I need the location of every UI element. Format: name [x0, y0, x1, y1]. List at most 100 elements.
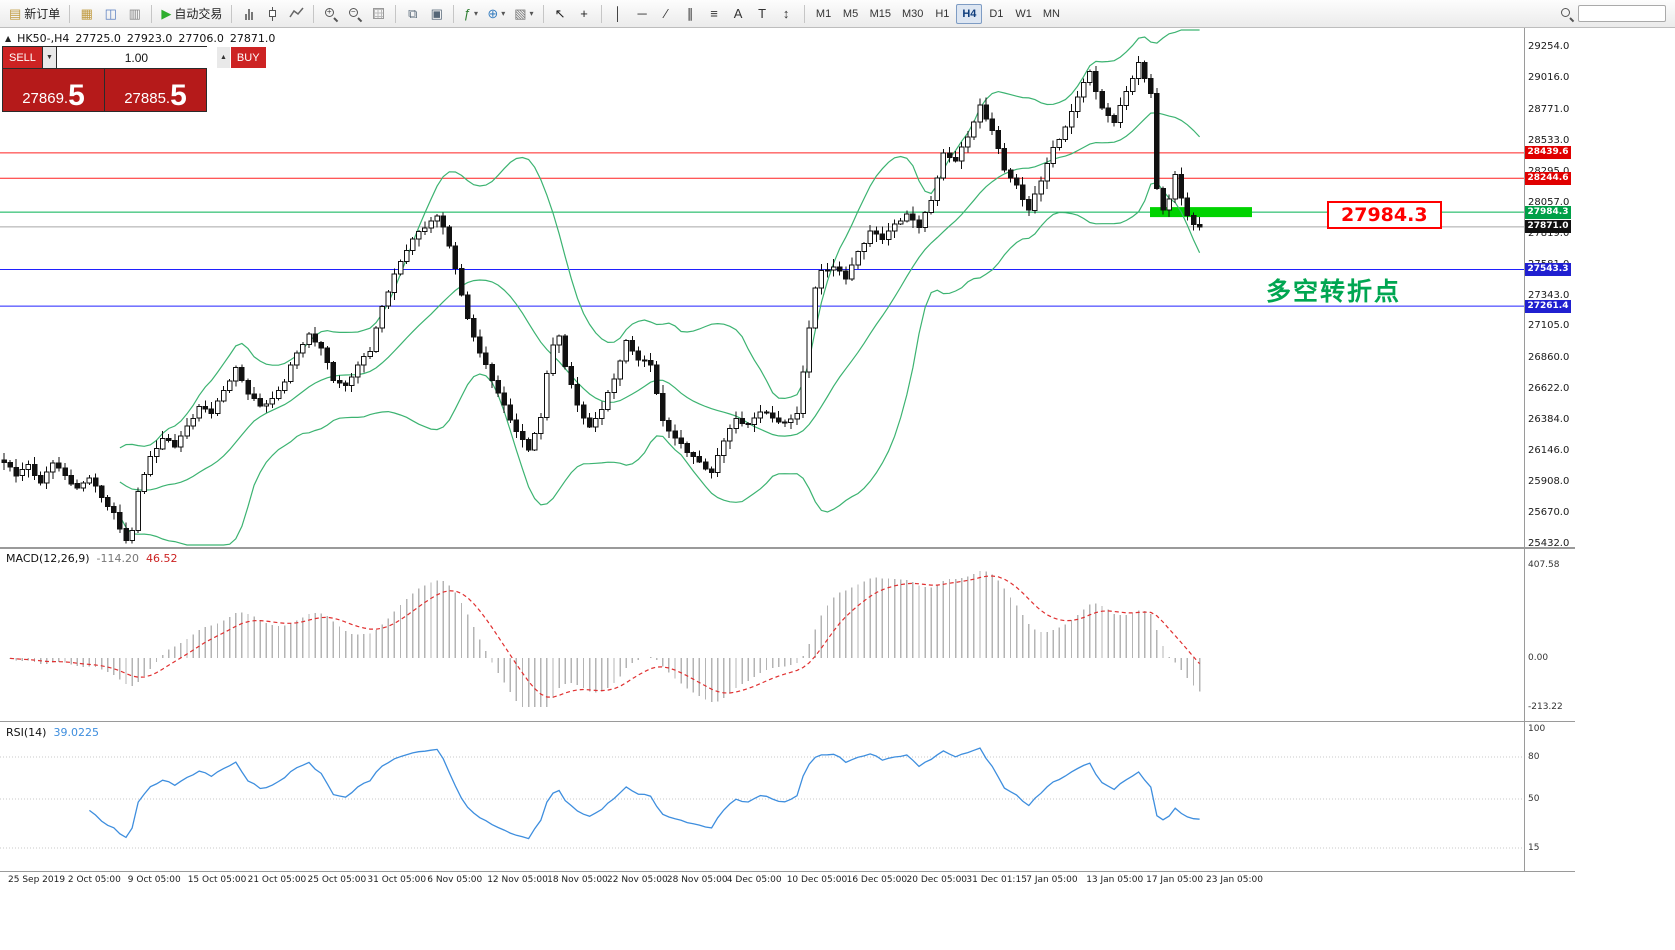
templates-button[interactable]: ▧ ▾ [510, 3, 537, 25]
zoom-out-button[interactable]: − [343, 3, 366, 25]
candle [458, 268, 465, 296]
timeframe-d1-button[interactable]: D1 [983, 4, 1009, 24]
navigator-button[interactable]: ▥ [123, 3, 146, 25]
chart-high-value: 27923.0 [126, 32, 173, 45]
panel-splitter[interactable] [0, 721, 1575, 722]
objects-button[interactable]: ⊕ ▾ [483, 3, 509, 25]
candle [836, 266, 843, 272]
time-axis-label: 31 Dec 01:15 [966, 875, 1027, 885]
grid-button[interactable] [367, 3, 390, 25]
fibonacci-button[interactable]: ≡ [703, 3, 726, 25]
chart-low-value: 27706.0 [178, 32, 224, 45]
candle [208, 408, 215, 415]
price-callout-object[interactable]: 27984.3 [1327, 201, 1442, 229]
timeframe-m30-button[interactable]: M30 [897, 4, 928, 24]
sell-button[interactable]: SELL [3, 47, 42, 68]
market-watch-button[interactable]: ▦ [75, 3, 98, 25]
price-axis-tick: 29016.0 [1528, 71, 1570, 83]
tile-windows-button[interactable]: ⧉ [401, 3, 424, 25]
candle [873, 230, 880, 235]
candle [891, 223, 898, 232]
chart-close-value: 27871.0 [229, 32, 276, 45]
candle [495, 379, 501, 394]
candle [592, 417, 599, 428]
candle [965, 136, 971, 148]
candle [580, 404, 587, 419]
candle [635, 350, 642, 361]
time-axis-label: 23 Jan 05:00 [1206, 875, 1263, 885]
new-order-button[interactable]: ▤ 新订单 [5, 3, 64, 25]
auto-trading-button[interactable]: ▶ 自动交易 [157, 3, 226, 25]
horizontal-line-button[interactable]: ─ [631, 3, 654, 25]
vertical-line-button[interactable]: │ [607, 3, 630, 25]
candle [1093, 70, 1099, 92]
timeframe-w1-button[interactable]: W1 [1010, 4, 1037, 24]
price-axis-tick: 25432.0 [1528, 538, 1570, 549]
buy-price-button[interactable]: 27885. 5 [105, 69, 206, 111]
candle [294, 352, 300, 366]
candle [769, 412, 776, 419]
panel-splitter[interactable] [0, 871, 1575, 872]
rsi-axis-tick: 50 [1528, 794, 1540, 804]
macd-axis-tick: 0.00 [1528, 653, 1549, 664]
volume-down-button[interactable]: ▼ [42, 47, 56, 68]
timeframe-m1-button[interactable]: M1 [811, 4, 837, 24]
label-button[interactable]: T [751, 3, 774, 25]
candle [117, 512, 123, 530]
timeframe-h1-button[interactable]: H1 [929, 4, 955, 24]
buy-button[interactable]: BUY [230, 47, 266, 68]
macd-panel[interactable] [0, 549, 1524, 719]
support-zone-object[interactable] [1150, 207, 1252, 218]
data-window-button[interactable]: ◫ [99, 3, 122, 25]
candle [952, 156, 959, 162]
trendline-button[interactable]: ∕ [655, 3, 678, 25]
time-axis-label: 4 Dec 05:00 [726, 875, 782, 885]
price-axis[interactable]: 29254.0 29016.0 28771.0 28533.0 28295.0 28057… [1524, 28, 1674, 872]
candle [843, 270, 849, 280]
timeframe-mn-button[interactable]: MN [1038, 4, 1065, 24]
candle [233, 367, 239, 382]
candle [1123, 91, 1130, 106]
time-axis[interactable]: 25 Sep 2019 2 Oct 05:00 9 Oct 05:00 15 Oct … [0, 872, 1524, 890]
candlestick-chart-button[interactable] [261, 3, 284, 25]
candle [92, 477, 99, 487]
timeframe-m15-button[interactable]: M15 [865, 4, 896, 24]
candle [690, 451, 697, 458]
candle [934, 177, 941, 201]
candle [824, 269, 831, 272]
crosshair-button[interactable]: + [573, 3, 596, 25]
price-chart[interactable] [0, 28, 1524, 547]
turning-point-note-object[interactable]: 多空转折点 [1266, 277, 1402, 306]
cascade-windows-button[interactable]: ▣ [425, 3, 448, 25]
chart-ohlc-header: ▲ HK50-,H4 27725.0 27923.0 27706.0 27871… [5, 32, 275, 45]
arrows-button[interactable]: ↕ [775, 3, 798, 25]
search-input[interactable] [1578, 5, 1666, 22]
crosshair-icon: + [580, 6, 588, 21]
candle [586, 417, 593, 428]
candle [818, 269, 825, 289]
line-chart-button[interactable] [285, 3, 308, 25]
timeframe-h4-button[interactable]: H4 [956, 3, 983, 24]
candle [599, 408, 605, 419]
auto-trading-icon: ▶ [161, 6, 172, 21]
candle [867, 230, 873, 244]
candle [775, 417, 782, 423]
candle [470, 318, 477, 338]
buy-price: 27885. [124, 90, 171, 107]
volume-up-button[interactable]: ▲ [216, 47, 230, 68]
sell-price-button[interactable]: 27869. 5 [3, 69, 104, 111]
candle [1013, 177, 1020, 186]
panel-splitter[interactable] [0, 547, 1575, 549]
zoom-in-button[interactable]: + [319, 3, 342, 25]
one-click-collapse-icon[interactable]: ▲ [5, 34, 12, 43]
text-button[interactable]: A [727, 3, 750, 25]
timeframe-m5-button[interactable]: M5 [838, 4, 864, 24]
cursor-button[interactable]: ↖ [549, 3, 572, 25]
channel-button[interactable]: ∥ [679, 3, 702, 25]
bar-chart-button[interactable] [237, 3, 260, 25]
candle [104, 496, 111, 507]
candle [910, 213, 916, 221]
volume-input[interactable] [56, 47, 216, 68]
rsi-panel[interactable] [0, 723, 1524, 871]
indicators-button[interactable]: ƒ ▾ [459, 3, 482, 25]
